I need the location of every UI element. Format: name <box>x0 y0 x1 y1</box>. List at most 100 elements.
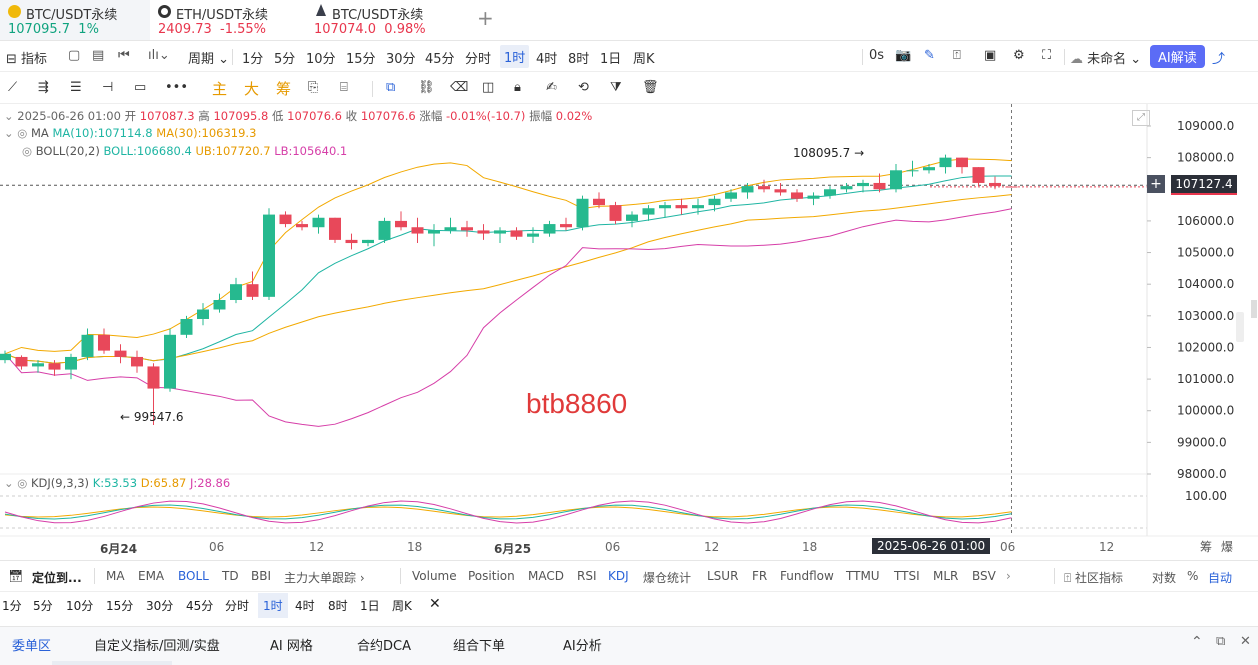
locate-button[interactable]: 定位到... <box>32 571 82 585</box>
measure-icon[interactable]: ⟲ <box>578 80 589 95</box>
eye-icon[interactable]: ◎ <box>22 144 33 158</box>
indicator-td[interactable]: TD <box>222 569 239 583</box>
period-30m[interactable]: 30分 <box>146 599 174 613</box>
period-45m[interactable]: 45分 <box>186 599 214 613</box>
eraser-icon[interactable]: ⌫ <box>450 80 469 95</box>
horizontal-line-icon[interactable]: ⊣ <box>102 80 114 95</box>
indicator-kdj[interactable]: KDJ <box>608 569 629 583</box>
link-icon[interactable]: ⛓ <box>418 80 435 95</box>
forecast-icon[interactable]: ⌸ <box>340 80 348 95</box>
eye-icon[interactable]: ◎ <box>17 126 28 140</box>
indicator-lsur[interactable]: LSUR <box>707 569 739 583</box>
period-1d[interactable]: 1日 <box>600 52 622 67</box>
align-icon[interactable]: ▤ <box>92 48 105 63</box>
log-scale-toggle[interactable]: 对数 <box>1152 571 1177 585</box>
indicator-liquidation[interactable]: 爆仓统计 <box>643 571 692 585</box>
indicator-ttsi[interactable]: TTSI <box>894 569 920 583</box>
side-collapse-handle[interactable] <box>1236 312 1244 342</box>
period-dropdown[interactable]: 周期 ⌄ <box>188 52 230 67</box>
chart-type-icon[interactable]: ılı⌄ <box>148 48 170 63</box>
add-alert-icon[interactable]: + <box>1147 175 1165 193</box>
indicator-fr[interactable]: FR <box>752 569 768 583</box>
main-force-button[interactable]: 主 <box>212 80 228 98</box>
period-30m[interactable]: 30分 <box>386 52 416 67</box>
indicator-rsi[interactable]: RSI <box>577 569 597 583</box>
period-1w[interactable]: 周K <box>392 599 412 613</box>
indicator-position[interactable]: Position <box>468 569 515 583</box>
community-indicator-button[interactable]: ⍐ 社区指标 <box>1064 571 1124 585</box>
parallel-lines-icon[interactable]: ☰ <box>70 80 82 95</box>
maximize-icon[interactable]: ⤢ <box>1132 110 1150 126</box>
magic-tool-icon[interactable]: ⎘ <box>308 80 319 95</box>
copy-icon[interactable]: ⧉ <box>386 80 396 95</box>
popout-icon[interactable]: ⧉ <box>1216 634 1226 649</box>
draw-pen-icon[interactable]: ✎ <box>924 48 935 63</box>
collapse-panel-icon[interactable]: ⌃ <box>1191 634 1203 650</box>
tab-eth-perp[interactable]: ETH/USDT永续 2409.73 -1.55% <box>150 0 300 40</box>
tab-orders[interactable]: 委单区 <box>12 639 52 654</box>
period-4h[interactable]: 4时 <box>536 52 558 67</box>
filter-icon[interactable]: ⧩ <box>610 80 622 95</box>
close-icon[interactable]: ✕ <box>429 596 441 612</box>
more-indicators-icon[interactable]: › <box>1006 569 1011 583</box>
trendline-icon[interactable]: ⟋ <box>8 80 18 95</box>
tab-ai-grid[interactable]: AI 网格 <box>270 639 313 654</box>
template-dropdown[interactable]: ☁ 未命名 ⌄ <box>1070 52 1142 67</box>
period-10m[interactable]: 10分 <box>306 52 336 67</box>
period-1h[interactable]: 1时 <box>500 45 530 68</box>
layout-icon[interactable]: ▣ <box>984 48 997 63</box>
indicator-bsv[interactable]: BSV <box>972 569 996 583</box>
note-icon[interactable]: ✍ <box>546 80 557 95</box>
period-45m[interactable]: 45分 <box>425 52 455 67</box>
liquidation-axis-button[interactable]: 爆 <box>1221 540 1234 554</box>
period-1h[interactable]: 1时 <box>258 593 288 618</box>
percent-scale-toggle[interactable]: % <box>1187 569 1199 583</box>
indicator-ema[interactable]: EMA <box>138 569 165 583</box>
indicator-button[interactable]: ⊟ 指标 <box>6 52 48 67</box>
period-1d[interactable]: 1日 <box>360 599 380 613</box>
period-1m[interactable]: 1分 <box>2 599 22 613</box>
indicator-boll[interactable]: BOLL <box>178 569 209 583</box>
lock-icon[interactable]: 🔒︎ <box>514 80 521 95</box>
indicator-ma[interactable]: MA <box>106 569 125 583</box>
period-5m[interactable]: 5分 <box>274 52 296 67</box>
big-order-button[interactable]: 大 <box>244 80 260 98</box>
rectangle-icon[interactable]: ▭ <box>134 80 147 95</box>
period-timeline[interactable]: 分时 <box>225 599 250 613</box>
collapse-icon[interactable]: ▢ <box>68 48 81 63</box>
chart-canvas[interactable]: 109000.0108000.0107000.0106000.0105000.0… <box>0 104 1258 560</box>
ai-interpret-button[interactable]: AI解读 <box>1150 45 1205 68</box>
period-1w[interactable]: 周K <box>633 52 655 67</box>
eye-icon[interactable]: ◎ <box>17 476 28 490</box>
camera-icon[interactable]: 📷 <box>895 48 912 63</box>
indicator-macd[interactable]: MACD <box>528 569 564 583</box>
chip-axis-button[interactable]: 筹 <box>1200 540 1213 554</box>
indicator-volume[interactable]: Volume <box>412 569 457 583</box>
tab-btc-perp-1[interactable]: BTC/USDT永续 107095.7 1% <box>0 0 150 40</box>
trash-icon[interactable]: 🗑︎ <box>642 80 659 95</box>
close-panel-icon[interactable]: ✕ <box>1240 634 1251 649</box>
tab-ai-analysis[interactable]: AI分析 <box>563 639 602 654</box>
share-icon[interactable]: ⤴ <box>1212 52 1226 67</box>
more-icon[interactable]: ••• <box>165 80 189 95</box>
indicator-bbi[interactable]: BBI <box>251 569 272 583</box>
chip-button[interactable]: 筹 <box>276 80 292 98</box>
horizontal-ray-icon[interactable]: ⇶ <box>38 80 49 95</box>
indicator-mlr[interactable]: MLR <box>933 569 959 583</box>
expand-chevron-icon[interactable]: ⌄ <box>4 476 14 490</box>
auto-scale-toggle[interactable]: 自动 <box>1208 571 1233 585</box>
tab-dca[interactable]: 合约DCA <box>357 639 411 654</box>
period-10m[interactable]: 10分 <box>66 599 94 613</box>
expand-chevron-icon[interactable]: ⌄ <box>4 126 14 140</box>
add-tab-icon[interactable]: + <box>477 6 494 30</box>
period-5m[interactable]: 5分 <box>33 599 53 613</box>
collapse-chevron-icon[interactable]: ⌄ <box>4 109 14 123</box>
alert-icon[interactable]: ⍐ <box>953 48 961 63</box>
settings-icon[interactable]: ⚙ <box>1013 48 1025 63</box>
magnet-icon[interactable]: ◫ <box>482 80 495 95</box>
tab-combo-order[interactable]: 组合下单 <box>453 639 506 654</box>
period-15m[interactable]: 15分 <box>346 52 376 67</box>
side-handle[interactable] <box>1251 300 1257 318</box>
rewind-icon[interactable]: ⏮ <box>118 48 130 63</box>
indicator-main-force[interactable]: 主力大单跟踪 › <box>284 571 365 585</box>
